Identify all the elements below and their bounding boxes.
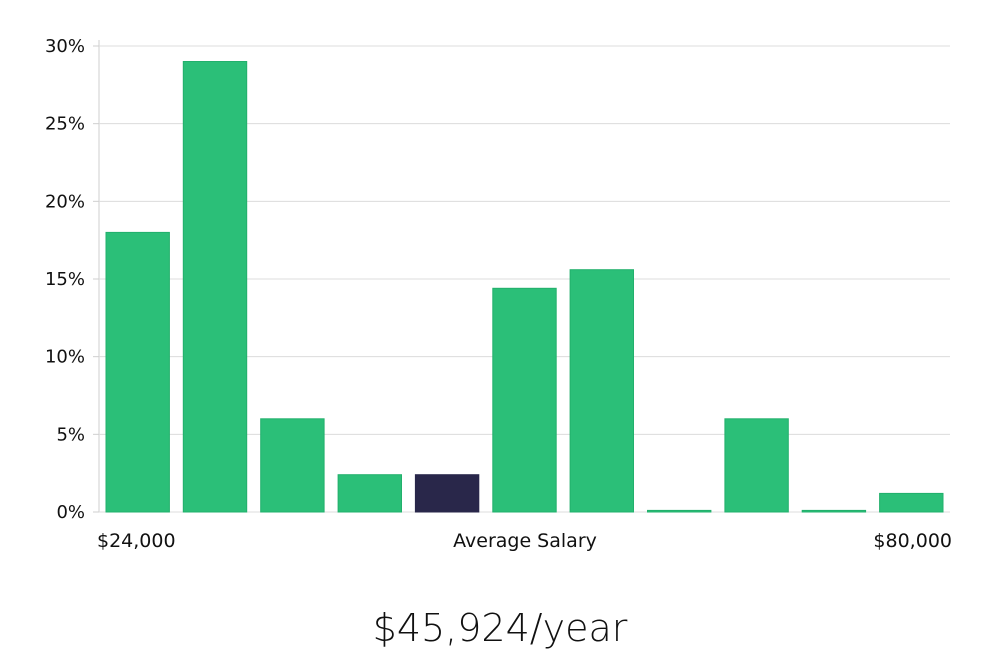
- y-tick-label: 10%: [45, 347, 85, 368]
- y-tick-label: 5%: [56, 424, 85, 445]
- y-tick-label: 25%: [45, 114, 85, 135]
- bar: [337, 474, 403, 513]
- salary-histogram: 0% 5% 10% 15% 20% 25% 30% $24,000 Average Sala…: [45, 36, 952, 552]
- average-salary-value: $45,924/year: [372, 606, 628, 650]
- y-tick-label: 0%: [56, 502, 85, 523]
- y-tick-label: 15%: [45, 269, 85, 290]
- bars: [105, 61, 944, 513]
- bar: [182, 61, 248, 513]
- bar: [801, 509, 867, 513]
- bar: [260, 418, 325, 513]
- x-axis-min-label: $24,000: [97, 530, 176, 552]
- bar: [105, 231, 170, 513]
- bar: [492, 287, 557, 513]
- bar: [879, 492, 944, 513]
- bar: [647, 509, 712, 513]
- y-tick-label: 30%: [45, 36, 85, 57]
- bar-highlighted: [414, 474, 480, 513]
- bar: [724, 418, 789, 513]
- x-axis-max-label: $80,000: [873, 530, 952, 552]
- bar: [569, 269, 634, 513]
- x-axis-title: Average Salary: [453, 530, 597, 552]
- y-axis-ticks: 0% 5% 10% 15% 20% 25% 30%: [45, 36, 99, 523]
- y-tick-label: 20%: [45, 191, 85, 212]
